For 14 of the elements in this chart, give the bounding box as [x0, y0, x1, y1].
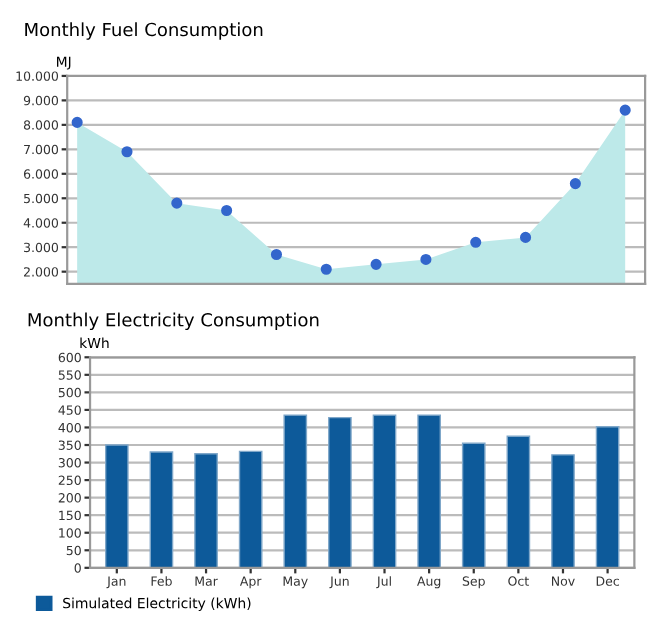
chart-title: Monthly Electricity Consumption — [28, 312, 319, 331]
bar — [238, 450, 263, 568]
bar — [328, 416, 352, 568]
bar — [104, 444, 129, 568]
bar — [283, 414, 308, 568]
chart-title: Monthly Fuel Consumption — [25, 22, 263, 40]
bar — [194, 453, 218, 568]
bar — [506, 435, 531, 568]
bar — [551, 454, 575, 568]
bar — [372, 414, 397, 568]
bar — [595, 426, 620, 568]
bar — [417, 414, 441, 568]
bar — [461, 442, 486, 568]
bar — [149, 451, 174, 568]
